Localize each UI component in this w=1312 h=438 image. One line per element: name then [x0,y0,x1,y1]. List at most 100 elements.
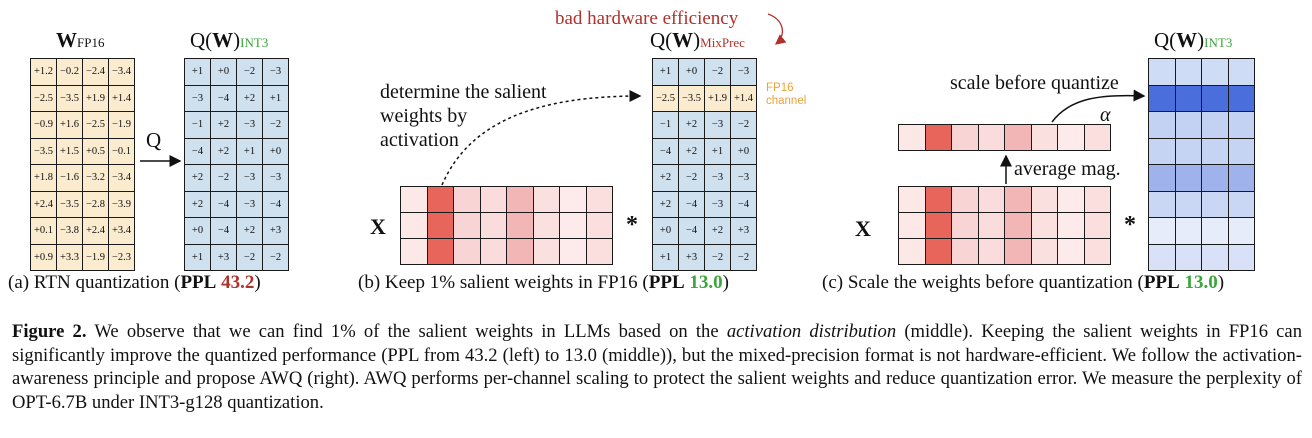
average-mag-text: average mag. [1014,158,1121,180]
fp16-cell: −0.2 [56,58,83,86]
scaled-weight-cell [1227,164,1255,192]
fp16-cell: −1.9 [82,243,109,271]
fp16-cell: −3.9 [108,190,135,218]
activation-cell [1004,238,1032,265]
average-cell [1083,124,1111,151]
scaled-weight-cell [1174,111,1202,139]
activation-cell [506,238,534,265]
scaled-weight-cell [1148,243,1176,271]
multiply-sign-c: * [1124,212,1136,238]
average-magnitude-row [898,124,1111,151]
w-fp16-label: WFP16 [56,28,105,52]
int3-cell: −2 [236,243,263,271]
caption-b: (b) Keep 1% salient weights in FP16 (PPL… [358,272,729,293]
fp16-cell: +1.4 [108,84,135,112]
q-w-int3-label: Q(W)INT3 [190,28,269,52]
caption-c: (c) Scale the weights before quantizatio… [822,272,1225,293]
int3-cell: −2 [704,243,731,271]
scaled-weight-cell [1227,190,1255,218]
scale-arrow [1051,89,1146,123]
activation-cell [453,212,481,239]
int3-cell: +1 [184,243,211,271]
int3-cell: −2 [730,111,757,139]
int3-cell: +0 [262,137,289,165]
figure-caption: Figure 2. We observe that we can find 1%… [12,321,1302,413]
int3-cell: −2 [730,243,757,271]
scaled-weight-cell [1201,243,1229,271]
salient-weights-text: determine the salient weights by activat… [380,81,547,151]
activation-cell [951,212,979,239]
scaled-weight-cell [1148,217,1176,245]
activation-cell [479,186,507,213]
average-cell [977,124,1005,151]
salient-dotted-arrow [441,90,642,186]
int3-cell: +1 [652,243,679,271]
activation-matrix-b [400,186,613,265]
int3-cell: +0 [210,58,237,86]
activation-cell [1083,238,1111,265]
int3-cell: −2 [704,58,731,86]
int3-cell: +2 [652,190,679,218]
activation-cell [426,238,454,265]
scaled-weight-cell [1201,164,1229,192]
scaled-weight-cell [1201,217,1229,245]
activation-cell [1083,212,1111,239]
fp16-channel-label: FP16 channel [766,82,807,107]
multiply-sign-b: * [626,212,638,238]
quantize-q-label: Q [146,128,162,152]
activation-cell [1057,238,1085,265]
int3-cell: −4 [210,84,237,112]
scaled-weight-cell [1148,84,1176,112]
int3-cell: −4 [210,217,237,245]
alpha-label: α [1100,104,1111,126]
int3-cell: +0 [730,137,757,165]
caption-a: (a) RTN quantization (PPL 43.2) [8,272,261,293]
fp16-cell: +1.6 [56,111,83,139]
activation-cell [426,212,454,239]
scaled-weight-cell [1227,137,1255,165]
int3-cell: −3 [236,111,263,139]
int3-cell: −3 [730,58,757,86]
int3-cell: +2 [184,190,211,218]
activation-cell [924,238,952,265]
fp16-cell: −2.5 [30,84,57,112]
average-cell [1057,124,1085,151]
activation-cell [585,238,613,265]
int3-cell: +0 [678,58,705,86]
activation-cell [898,238,926,265]
int3-cell: +2 [184,164,211,192]
int3-cell: −4 [678,217,705,245]
scaled-weight-cell [1201,190,1229,218]
mixprec-weight-matrix: +1 +0 −2 −3 −2.5 −3.5 +1.9 +1.4 −1 +2 −3 −2 −4 +2 +1 +0… [652,58,757,271]
activation-cell [1083,186,1111,213]
activation-cell [559,186,587,213]
activation-cell [951,238,979,265]
activation-cell [977,238,1005,265]
fp16-cell: −2.3 [108,243,135,271]
int3-cell: −2 [262,243,289,271]
activation-cell [559,238,587,265]
average-cell [1004,124,1032,151]
bad-efficiency-arrow [767,13,787,45]
scaled-weight-cell [1174,190,1202,218]
activation-cell [977,212,1005,239]
scaled-weight-matrix [1148,58,1255,271]
fp16-cell: −1.9 [108,111,135,139]
activation-matrix-c [898,186,1111,265]
fp16-cell: −3.4 [108,164,135,192]
average-cell [951,124,979,151]
scaled-weight-cell [1148,58,1176,86]
int3-cell: +1 [262,84,289,112]
q-w-int3-label-c: Q(W)INT3 [1154,28,1233,52]
q-w-mixprec-label: Q(W)MixPrec [650,28,745,52]
activation-cell [1030,186,1058,213]
scaled-weight-cell [1174,58,1202,86]
fp16-cell: −3.5 [56,190,83,218]
activation-cell [453,186,481,213]
average-cell [1030,124,1058,151]
fp16-cell: +1.2 [30,58,57,86]
int3-cell: +3 [730,217,757,245]
x-label-c: X [855,216,871,241]
bad-hardware-efficiency-label: bad hardware efficiency [555,8,739,29]
